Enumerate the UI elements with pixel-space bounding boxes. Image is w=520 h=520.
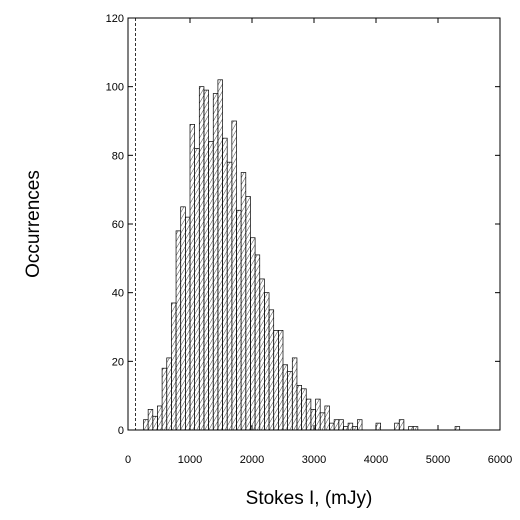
y-tick-label: 120	[106, 13, 124, 25]
histogram-bar	[180, 206, 186, 431]
x-tick-label: 1000	[178, 454, 202, 466]
x-tick-label: 2000	[240, 454, 264, 466]
histogram-bar	[185, 216, 191, 431]
histogram-bar	[324, 405, 330, 431]
histogram-bar	[171, 302, 177, 431]
histogram-bar	[454, 426, 461, 431]
histogram-bar	[264, 292, 270, 431]
y-tick-label: 60	[112, 219, 124, 231]
x-axis-ticks: 0 1000 2000 3000 4000 5000 6000	[125, 18, 512, 466]
histogram-bar	[412, 426, 419, 431]
histogram-bar	[287, 371, 293, 431]
histogram-bar	[166, 357, 172, 431]
histogram-bar	[319, 412, 326, 431]
histogram-bar	[203, 89, 209, 431]
histogram-bar	[347, 422, 354, 431]
histogram-bar	[208, 141, 214, 431]
histogram-bar	[394, 422, 400, 431]
y-tick-label: 40	[112, 288, 124, 300]
y-tick-label: 0	[118, 425, 124, 437]
histogram-bar	[143, 419, 149, 431]
histogram-bar	[157, 405, 163, 431]
histogram-bar	[226, 161, 233, 431]
x-tick-label: 0	[125, 454, 131, 466]
histogram-bar	[338, 419, 344, 431]
histogram-bar	[194, 148, 200, 431]
y-axis-title: Occurrences	[23, 170, 44, 278]
histogram-bar	[217, 79, 223, 431]
y-tick-label: 100	[106, 82, 124, 94]
x-tick-label: 6000	[488, 454, 512, 466]
histogram-bar	[175, 230, 182, 431]
histogram-bar	[231, 120, 237, 431]
histogram-bar	[282, 364, 289, 431]
histogram-bar	[152, 415, 158, 431]
y-tick-label: 20	[112, 356, 124, 368]
histogram-bar	[278, 330, 284, 431]
histogram-bar	[245, 196, 251, 431]
x-tick-label: 5000	[426, 454, 450, 466]
histogram-bar	[147, 409, 154, 431]
y-tick-label: 80	[112, 150, 124, 162]
y-axis-ticks: 0 20 40 60 80 100 120	[106, 13, 500, 437]
histogram-bar	[301, 388, 307, 431]
histogram-bar	[408, 426, 414, 431]
histogram-bar	[236, 209, 242, 431]
histogram-bar	[212, 93, 219, 431]
x-tick-label: 4000	[364, 454, 388, 466]
histogram-bar	[398, 419, 405, 431]
histogram-bar	[250, 237, 256, 431]
histogram-bar	[329, 422, 335, 431]
histogram-bar	[310, 409, 316, 431]
histogram-bar	[352, 426, 358, 431]
histogram-bar	[315, 398, 321, 431]
histogram-bar	[254, 254, 261, 431]
histogram-bar	[268, 309, 275, 431]
histogram-bar	[161, 367, 168, 431]
x-tick-label: 3000	[302, 454, 326, 466]
bars-group	[143, 79, 461, 431]
histogram-bar	[222, 137, 228, 431]
histogram-bar	[240, 172, 247, 431]
histogram-bar	[198, 86, 205, 431]
histogram-bar	[375, 422, 382, 431]
histogram-bar	[343, 426, 349, 431]
histogram-bar	[357, 419, 363, 431]
histogram-bar	[273, 330, 279, 431]
histogram-bar	[291, 357, 298, 431]
histogram-bar	[305, 398, 312, 431]
histogram-bar	[259, 278, 265, 431]
x-axis-title: Stokes I, (mJy)	[246, 488, 373, 509]
histogram-bar	[189, 124, 196, 431]
histogram-bar	[296, 385, 302, 431]
histogram-bar	[333, 419, 340, 431]
